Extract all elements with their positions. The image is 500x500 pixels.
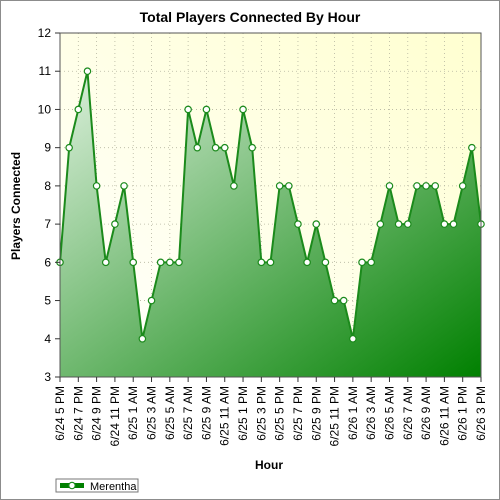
x-tick-label: 6/26 1 AM [346,386,360,440]
data-point [339,296,348,305]
y-tick-label: 7 [44,217,51,231]
x-tick-label: 6/26 3 AM [364,386,378,440]
data-point [147,296,156,305]
x-tick-label: 6/26 1 PM [456,386,470,441]
data-point [92,182,101,190]
data-point [440,220,449,228]
y-tick-label: 6 [44,255,51,269]
data-point [275,182,284,190]
y-tick-label: 11 [39,64,52,78]
data-point [175,258,183,267]
data-point [321,258,330,267]
data-point [74,105,83,114]
data-points [56,67,485,343]
legend-series-label: Merentha [90,481,137,493]
data-point [239,105,247,114]
data-point [211,143,220,152]
series-area [60,71,481,377]
y-tick-label: 4 [44,332,51,346]
data-point [101,258,110,267]
x-tick-label: 6/25 3 AM [145,386,159,440]
y-axis-title: Players Connected [9,152,23,260]
data-point [129,258,138,267]
data-point [458,182,467,190]
x-axis-ticks: 6/24 5 PM 6/24 7 PM 6/24 9 PM 6/24 11 PM 6/2… [53,377,488,446]
x-tick-label: 6/25 9 AM [199,386,213,440]
x-tick-label: 6/26 7 AM [401,386,415,440]
x-tick-label: 6/25 11 AM [218,386,232,446]
x-tick-label: 6/25 7 AM [181,386,195,440]
data-point [248,143,256,152]
data-point [449,220,458,228]
data-point [120,182,128,190]
data-point [202,105,211,114]
data-point [376,220,385,228]
data-point [230,182,238,190]
x-tick-label: 6/24 9 PM [90,386,104,441]
x-tick-label: 6/26 9 AM [419,386,433,440]
data-point [349,334,357,343]
x-tick-label: 6/26 3 PM [474,386,488,441]
data-point [403,220,412,228]
x-tick-label: 6/26 11 AM [437,386,451,446]
y-tick-label: 9 [44,141,51,155]
x-tick-label: 6/25 5 AM [163,386,177,440]
data-point [83,67,92,76]
data-point [285,182,293,190]
chart-title: Total Players Connected By Hour [140,9,361,25]
data-point [358,258,366,267]
data-point [65,143,73,152]
legend-marker [68,481,76,490]
data-point [266,258,275,267]
x-tick-label: 6/25 3 PM [254,386,268,441]
data-point [257,258,266,267]
x-tick-label: 6/24 7 PM [71,386,85,441]
y-tick-label: 5 [44,294,51,308]
x-axis-title: Hour [255,458,283,472]
y-tick-label: 12 [38,26,52,40]
x-tick-label: 6/25 5 PM [273,386,287,441]
y-tick-label: 10 [38,102,52,116]
data-point [385,182,394,190]
data-point [166,258,174,267]
data-point [468,143,476,152]
data-point [303,258,311,267]
data-point [330,296,339,305]
x-tick-label: 6/24 11 PM [108,386,122,446]
x-tick-label: 6/24 5 PM [53,386,67,441]
x-tick-label: 6/25 9 PM [309,386,323,441]
data-point [111,220,119,228]
x-tick-label: 6/25 1 AM [126,386,140,440]
plot-border [59,32,482,378]
data-point [193,143,202,152]
data-point [312,220,321,228]
data-point [413,182,421,190]
x-tick-label: 6/25 7 PM [291,386,305,441]
legend-box [55,478,139,493]
x-tick-label: 6/25 11 PM [328,386,342,446]
y-axis-ticks: 3 4 5 6 7 8 9 10 11 12 [38,26,60,384]
y-tick-label: 8 [44,179,51,193]
data-point [431,182,440,190]
x-tick-label: 6/26 5 AM [382,386,396,440]
data-point [156,258,165,267]
legend: Merentha [55,478,139,493]
data-point [367,258,375,267]
data-point [394,220,403,228]
data-point [220,143,229,152]
data-point [294,220,302,228]
data-point [184,105,192,114]
x-tick-label: 6/25 1 PM [236,386,250,441]
data-point [422,182,430,190]
data-point [138,334,147,343]
y-tick-label: 3 [44,370,51,384]
